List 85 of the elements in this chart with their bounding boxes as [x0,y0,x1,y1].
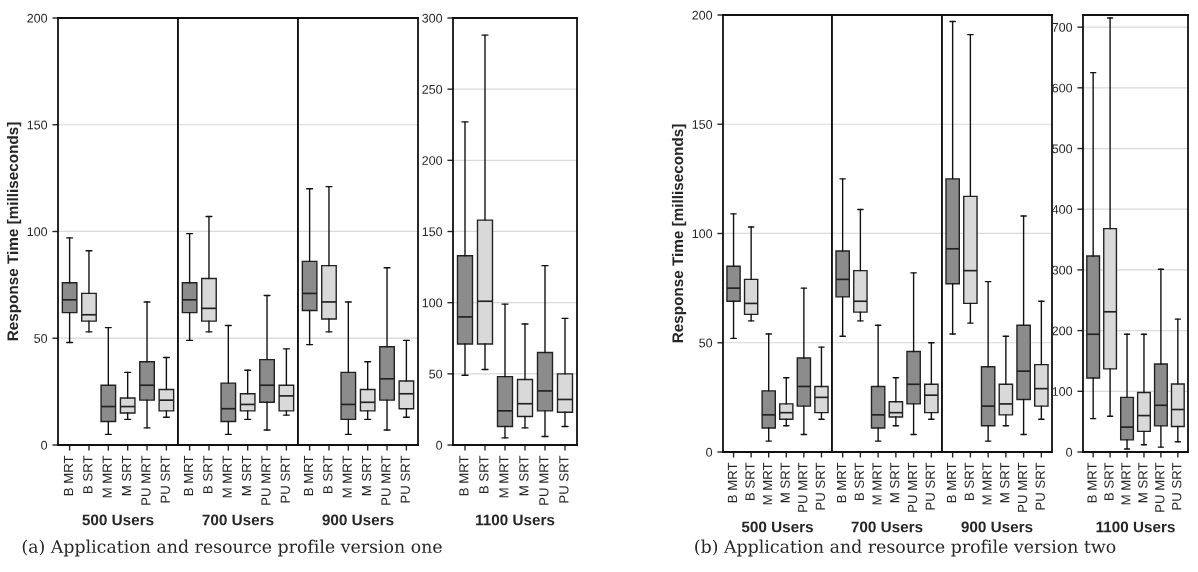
y-tick-label: 200 [422,156,443,165]
y-tick-label: 50 [34,334,48,343]
x-tick-label: M MRT [342,455,352,498]
x-tick-label: PU MRT [798,462,808,512]
x-tick-label: B SRT [479,455,489,493]
x-tick-label: B SRT [964,462,974,500]
y-tick-label: 400 [1052,205,1073,214]
x-tick-label: B SRT [83,455,93,493]
x-tick-label: M MRT [872,462,882,505]
y-tick-label: 150 [27,120,48,130]
y-tick-label: 0 [1066,447,1073,457]
y-tick-label: 700 [1052,22,1073,32]
x-tick-label: M SRT [1000,462,1010,503]
x-axis-title: 1100 Users [1096,521,1175,533]
x-tick-label: PU SRT [1172,462,1182,510]
x-tick-label: B MRT [459,455,469,496]
y-axis-title: Response Time [milliseconds] [671,124,687,343]
y-tick-label: 600 [1052,83,1073,93]
x-tick-label: M SRT [241,455,252,496]
x-tick-label: M MRT [499,455,509,498]
x-tick-label: M SRT [890,462,900,503]
x-tick-label: PU SRT [925,462,935,510]
x-tick-label: B MRT [63,455,74,496]
x-tick-label: B MRT [1087,462,1097,503]
x-tick-label: PU SRT [400,455,410,503]
y-tick-label: 150 [692,120,713,129]
y-tick-label: 50 [429,369,443,379]
y-tick-label: 200 [1052,326,1073,336]
x-tick-label: M SRT [780,462,790,503]
x-tick-label: B SRT [745,462,755,500]
x-tick-label: PU MRT [539,455,549,505]
x-tick-label: M SRT [361,455,372,496]
x-tick-label: PU SRT [160,455,170,503]
x-tick-label: M SRT [1138,462,1148,503]
x-axis-title: 900 Users [961,521,1033,533]
y-tick-label: 0 [436,440,443,450]
y-axis-title: Response Time [milliseconds] [6,122,22,341]
x-tick-label: B MRT [183,455,194,496]
x-tick-label: PU SRT [1035,462,1045,510]
y-tick-label: 50 [699,338,713,348]
x-tick-label: M MRT [102,455,112,498]
x-tick-label: PU SRT [815,462,825,510]
x-tick-label: PU MRT [1017,462,1028,512]
y-tick-label: 250 [422,84,443,94]
x-axis-title: 700 Users [851,521,923,533]
y-tick-label: 100 [692,229,713,239]
y-tick-label: 100 [27,227,48,237]
x-tick-label: PU MRT [907,462,918,512]
x-tick-label: B MRT [836,462,847,503]
x-axis-title: 700 Users [202,514,274,526]
x-tick-label: B SRT [203,455,213,493]
x-tick-label: B MRT [727,462,737,503]
y-tick-label: 100 [1052,387,1073,396]
x-tick-label: PU MRT [381,455,391,505]
x-tick-label: PU MRT [141,455,151,505]
x-tick-label: M MRT [982,462,992,505]
x-tick-label: PU MRT [1155,462,1165,512]
y-tick-label: 100 [422,298,443,308]
x-tick-label: PU MRT [261,455,271,505]
x-tick-label: M MRT [1121,462,1131,505]
text: (b) Application and resource profile version two [695,539,1116,557]
y-tick-label: 200 [692,10,713,20]
x-axis-title: 1100 Users [476,514,555,526]
x-tick-label: B MRT [946,462,957,503]
x-tick-label: PU SRT [280,455,290,503]
y-tick-label: 0 [706,447,713,457]
x-tick-label: M MRT [222,455,232,498]
x-tick-label: M MRT [763,462,773,505]
y-tick-label: 500 [1052,144,1073,154]
y-tick-label: 300 [422,13,443,23]
x-tick-label: B SRT [1104,462,1114,500]
x-tick-label: B SRT [323,455,333,493]
y-tick-label: 200 [27,13,48,23]
x-tick-label: PU SRT [559,455,569,503]
y-tick-label: 300 [1052,265,1073,275]
x-axis-title: 500 Users [82,514,154,526]
y-tick-label: 150 [422,227,443,237]
x-axis-title: 500 Users [741,521,813,533]
text: (a) Application and resource profile version one [22,539,442,557]
x-tick-label: B SRT [854,462,864,500]
x-tick-label: M SRT [519,455,529,496]
x-tick-label: B MRT [303,455,314,496]
y-tick-label: 0 [41,440,48,450]
x-axis-title: 900 Users [322,514,394,526]
x-tick-label: M SRT [121,455,132,496]
